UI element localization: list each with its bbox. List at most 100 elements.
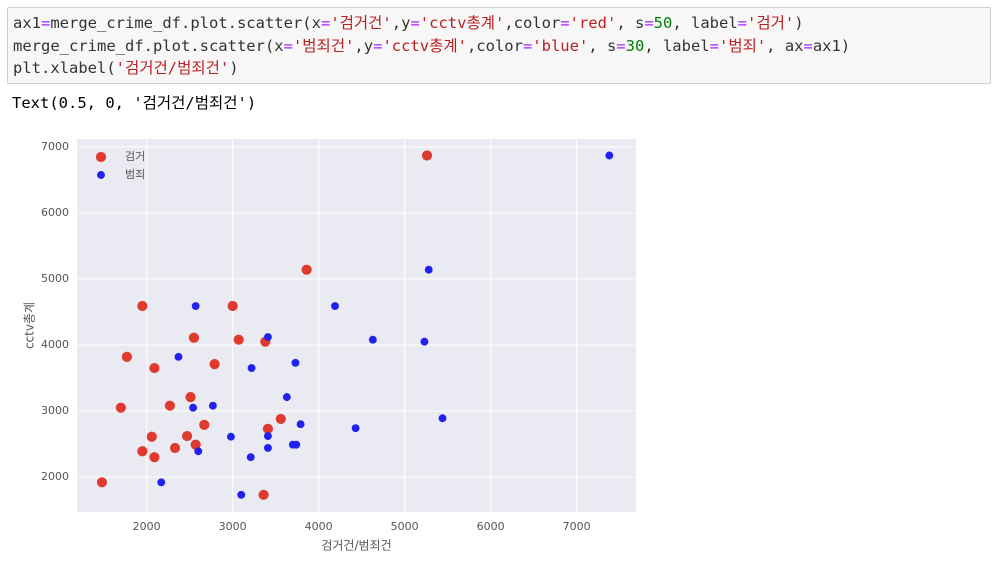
point [368, 335, 377, 344]
point [246, 453, 255, 462]
x-tick-label: 5000 [391, 520, 419, 533]
code-token: ,y [391, 14, 411, 32]
x-tick-label: 3000 [219, 520, 247, 533]
code-token: = [560, 14, 570, 32]
point [258, 489, 269, 500]
code-token: = [522, 36, 533, 55]
x-tick-label: 7000 [563, 520, 591, 533]
point [208, 401, 217, 410]
code-token: = [410, 14, 420, 32]
point [188, 332, 200, 343]
code-token: , s [616, 14, 645, 32]
point [301, 264, 312, 275]
point [263, 432, 272, 441]
code-token: '검거건' [330, 14, 392, 32]
code: ax1=merge_crime_df.plot.scatter(x='검거건',… [8, 8, 990, 84]
point [282, 393, 291, 402]
code-line: plt.xlabel('검거건/범죄건') [13, 57, 985, 80]
point [237, 490, 246, 499]
point [157, 478, 166, 487]
code-token: ) [229, 59, 239, 77]
point [424, 265, 433, 274]
code-cell[interactable]: ax1=merge_crime_df.plot.scatter(x='검거건',… [7, 7, 991, 84]
point [137, 300, 148, 312]
code-token: , label [672, 14, 738, 32]
code-token: = [373, 36, 383, 55]
x-tick-label: 2000 [133, 520, 161, 533]
code-token: ,y [354, 36, 374, 55]
code-token: 30 [625, 36, 645, 55]
point [605, 151, 614, 160]
point [296, 420, 305, 429]
code-token: 50 [653, 14, 673, 32]
point [263, 444, 272, 452]
point [275, 413, 286, 425]
code-token: = [803, 36, 813, 55]
point [291, 358, 300, 367]
y-tick-label: 6000 [41, 206, 69, 219]
point [292, 440, 301, 449]
point [146, 431, 157, 442]
code-token: '범죄' [718, 36, 767, 55]
point [227, 300, 238, 312]
code-line: merge_crime_df.plot.scatter(x='범죄건',y='c… [13, 35, 985, 58]
y-tick-label: 3000 [41, 404, 69, 417]
point [421, 150, 433, 161]
y-tick-label: 7000 [41, 140, 69, 153]
code-token: '검거건/범죄건' [115, 59, 230, 77]
point [185, 392, 196, 403]
point [209, 359, 220, 370]
code-token: merge_crime_df.plot.scatter(x [50, 14, 321, 32]
code-token: ax1 [13, 14, 41, 32]
y-axis-label: cctv총계 [23, 302, 37, 349]
point [181, 430, 193, 442]
code-token: = [320, 14, 331, 32]
x-tick-label: 6000 [477, 520, 505, 533]
point [190, 439, 201, 450]
point [331, 302, 339, 310]
point [199, 419, 210, 430]
point [121, 351, 132, 362]
cell-output: Text(0.5, 0, '검거건/범죄건') [12, 94, 257, 112]
point [351, 424, 360, 433]
code-token: = [737, 14, 747, 32]
y-tick-label: 2000 [41, 470, 69, 483]
code-token: ax1) [812, 36, 851, 55]
point [137, 446, 148, 457]
code-token: '범죄건' [292, 36, 355, 55]
code-token: , label [644, 36, 710, 55]
point [247, 364, 256, 373]
point [191, 302, 200, 310]
point [149, 362, 160, 374]
x-axis-label: 검거건/범죄건 [321, 539, 391, 553]
code-line: ax1=merge_crime_df.plot.scatter(x='검거건',… [13, 12, 985, 35]
point [149, 452, 160, 463]
code-token: = [644, 14, 654, 32]
legend-label: 검거 [125, 150, 145, 163]
x-tick-label: 4000 [305, 520, 333, 533]
point [262, 423, 274, 434]
code-token: = [709, 36, 719, 55]
code-token: merge_crime_df.plot.scatter(x [13, 36, 284, 55]
code-token: = [41, 14, 51, 32]
code-token: , s [588, 36, 617, 55]
legend-marker [97, 171, 105, 179]
legend-marker [95, 151, 107, 163]
legend-label: 범죄 [125, 168, 145, 181]
code-token: ,color [466, 36, 523, 55]
point [115, 402, 126, 413]
code-token: , ax [766, 36, 804, 55]
point [194, 447, 203, 456]
code-token: 'red' [569, 14, 617, 32]
point [96, 477, 108, 488]
y-tick-label: 5000 [41, 272, 69, 285]
point [226, 432, 235, 441]
code-token: 'blue' [532, 36, 589, 55]
code-token: ,color [504, 14, 561, 32]
code-token: 'cctv총계' [419, 14, 505, 32]
code-token: plt.xlabel( [13, 59, 116, 77]
point [263, 333, 272, 341]
plot-area [77, 139, 636, 512]
